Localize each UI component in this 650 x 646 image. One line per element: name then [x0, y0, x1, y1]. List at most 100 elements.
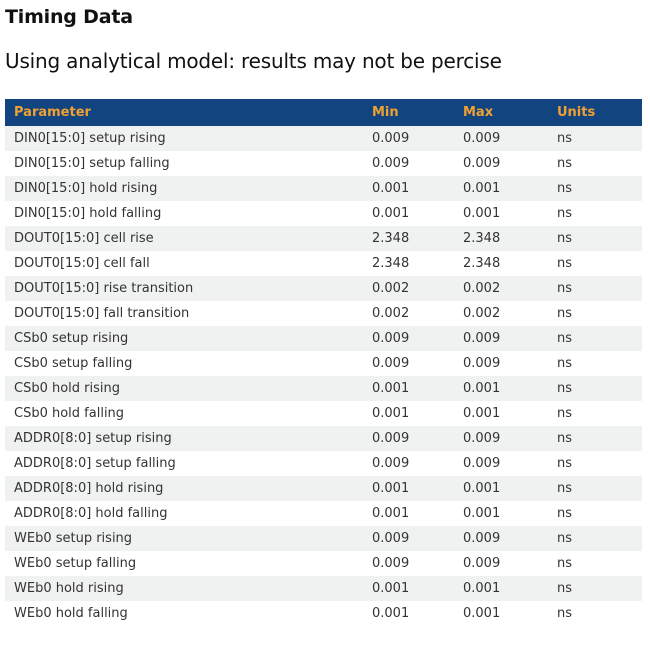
cell-param: ADDR0[8:0] hold falling — [14, 506, 168, 521]
table-row: DOUT0[15:0] fall transition 0.002 0.002 ns — [5, 301, 642, 326]
cell-max: 0.009 — [463, 131, 501, 146]
cell-param: DOUT0[15:0] fall transition — [14, 306, 190, 321]
cell-min: 0.001 — [372, 206, 410, 221]
table-row: DIN0[15:0] setup falling 0.009 0.009 ns — [5, 151, 642, 176]
cell-min: 0.002 — [372, 281, 410, 296]
table-row: WEb0 setup rising 0.009 0.009 ns — [5, 526, 642, 551]
cell-max: 0.001 — [463, 481, 501, 496]
cell-param: DIN0[15:0] setup rising — [14, 131, 166, 146]
cell-units: ns — [557, 531, 573, 546]
cell-max: 0.009 — [463, 431, 501, 446]
column-header-max: Max — [454, 99, 548, 126]
page-subtitle: Using analytical model: results may not … — [5, 49, 502, 73]
cell-param: DIN0[15:0] hold falling — [14, 206, 162, 221]
cell-min: 2.348 — [372, 231, 410, 246]
cell-param: WEb0 hold rising — [14, 581, 124, 596]
cell-units: ns — [557, 231, 573, 246]
cell-min: 0.001 — [372, 481, 410, 496]
cell-min: 0.001 — [372, 406, 410, 421]
cell-units: ns — [557, 581, 573, 596]
cell-units: ns — [557, 256, 573, 271]
cell-max: 0.001 — [463, 606, 501, 621]
cell-param: DIN0[15:0] setup falling — [14, 156, 170, 171]
table-row: DIN0[15:0] hold rising 0.001 0.001 ns — [5, 176, 642, 201]
table-row: CSb0 hold rising 0.001 0.001 ns — [5, 376, 642, 401]
table-row: WEb0 hold rising 0.001 0.001 ns — [5, 576, 642, 601]
cell-min: 0.001 — [372, 506, 410, 521]
cell-min: 0.009 — [372, 331, 410, 346]
table-header-row: Parameter Min Max Units — [5, 99, 642, 126]
cell-max: 0.001 — [463, 406, 501, 421]
cell-min: 0.009 — [372, 156, 410, 171]
cell-units: ns — [557, 181, 573, 196]
table-row: CSb0 setup falling 0.009 0.009 ns — [5, 351, 642, 376]
cell-units: ns — [557, 456, 573, 471]
cell-units: ns — [557, 481, 573, 496]
cell-max: 0.002 — [463, 306, 501, 321]
cell-param: CSb0 hold rising — [14, 381, 121, 396]
cell-param: DIN0[15:0] hold rising — [14, 181, 158, 196]
cell-min: 0.009 — [372, 356, 410, 371]
cell-param: WEb0 hold falling — [14, 606, 128, 621]
cell-min: 0.009 — [372, 131, 410, 146]
column-header-units: Units — [548, 99, 642, 126]
table-row: ADDR0[8:0] setup falling 0.009 0.009 ns — [5, 451, 642, 476]
cell-min: 0.001 — [372, 181, 410, 196]
cell-min: 0.009 — [372, 531, 410, 546]
timing-data-table: Parameter Min Max Units DIN0[15:0] setup… — [5, 99, 642, 626]
cell-units: ns — [557, 506, 573, 521]
table-row: DIN0[15:0] setup rising 0.009 0.009 ns — [5, 126, 642, 151]
cell-param: CSb0 setup falling — [14, 356, 133, 371]
cell-units: ns — [557, 556, 573, 571]
cell-param: DOUT0[15:0] cell fall — [14, 256, 150, 271]
cell-max: 0.009 — [463, 356, 501, 371]
table-row: CSb0 setup rising 0.009 0.009 ns — [5, 326, 642, 351]
cell-min: 0.009 — [372, 456, 410, 471]
table-row: DOUT0[15:0] cell rise 2.348 2.348 ns — [5, 226, 642, 251]
column-header-min: Min — [363, 99, 454, 126]
cell-max: 0.009 — [463, 156, 501, 171]
table-row: DOUT0[15:0] rise transition 0.002 0.002 ns — [5, 276, 642, 301]
cell-max: 0.009 — [463, 531, 501, 546]
table-row: DIN0[15:0] hold falling 0.001 0.001 ns — [5, 201, 642, 226]
cell-max: 0.002 — [463, 281, 501, 296]
cell-units: ns — [557, 206, 573, 221]
cell-min: 0.001 — [372, 581, 410, 596]
cell-min: 0.009 — [372, 431, 410, 446]
cell-min: 0.002 — [372, 306, 410, 321]
table-body: DIN0[15:0] setup rising 0.009 0.009 ns DIN0[… — [5, 126, 642, 626]
cell-units: ns — [557, 356, 573, 371]
cell-min: 0.009 — [372, 556, 410, 571]
cell-units: ns — [557, 306, 573, 321]
cell-max: 0.009 — [463, 556, 501, 571]
table-row: WEb0 setup falling 0.009 0.009 ns — [5, 551, 642, 576]
cell-param: ADDR0[8:0] setup rising — [14, 431, 172, 446]
cell-param: WEb0 setup falling — [14, 556, 137, 571]
cell-max: 0.001 — [463, 581, 501, 596]
table-row: WEb0 hold falling 0.001 0.001 ns — [5, 601, 642, 626]
column-header-parameter: Parameter — [5, 99, 363, 126]
cell-max: 0.001 — [463, 181, 501, 196]
cell-param: CSb0 hold falling — [14, 406, 125, 421]
cell-max: 0.001 — [463, 506, 501, 521]
cell-param: WEb0 setup rising — [14, 531, 133, 546]
cell-units: ns — [557, 406, 573, 421]
page-title: Timing Data — [5, 6, 133, 28]
cell-max: 2.348 — [463, 256, 501, 271]
cell-units: ns — [557, 381, 573, 396]
table-row: ADDR0[8:0] setup rising 0.009 0.009 ns — [5, 426, 642, 451]
cell-units: ns — [557, 281, 573, 296]
table-row: CSb0 hold falling 0.001 0.001 ns — [5, 401, 642, 426]
cell-param: ADDR0[8:0] hold rising — [14, 481, 164, 496]
table-row: ADDR0[8:0] hold falling 0.001 0.001 ns — [5, 501, 642, 526]
cell-min: 0.001 — [372, 606, 410, 621]
cell-param: DOUT0[15:0] rise transition — [14, 281, 194, 296]
cell-units: ns — [557, 606, 573, 621]
cell-units: ns — [557, 131, 573, 146]
cell-param: CSb0 setup rising — [14, 331, 129, 346]
table-row: DOUT0[15:0] cell fall 2.348 2.348 ns — [5, 251, 642, 276]
cell-max: 0.001 — [463, 381, 501, 396]
cell-units: ns — [557, 156, 573, 171]
cell-min: 2.348 — [372, 256, 410, 271]
